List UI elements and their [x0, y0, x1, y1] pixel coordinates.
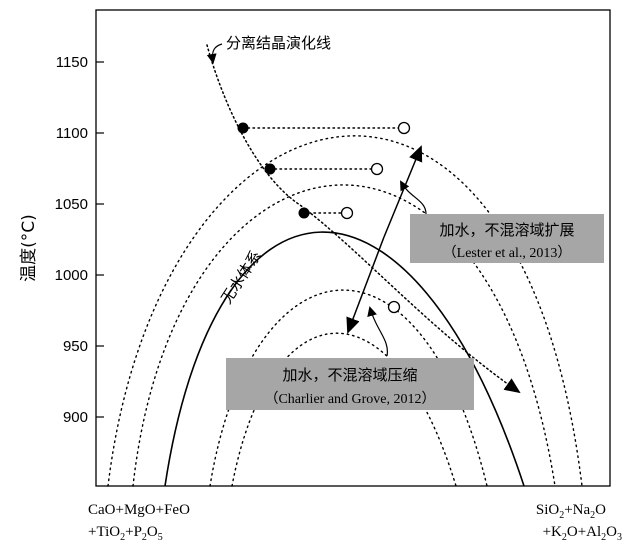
filled-point-3 — [298, 207, 310, 219]
anhydrous-system-label: 无水体系 — [217, 247, 265, 307]
right-endmember-line2: +K2O+Al2O3 — [543, 524, 622, 543]
fractional-crystallization-label: 分离结晶演化线 — [226, 34, 331, 52]
y-tick-label-1150: 1150 — [56, 54, 88, 71]
charlier-annotation-box — [226, 358, 474, 410]
open-point-1 — [397, 121, 411, 135]
y-tick-label-1100: 1100 — [56, 125, 88, 142]
fractional-crystallization-line — [206, 44, 521, 394]
outer-dotted-dome — [107, 135, 583, 487]
y-tick-labels: 1150 1100 1050 1000 950 900 — [55, 54, 88, 426]
open-point-4 — [387, 300, 401, 314]
y-tick-label-900: 900 — [63, 409, 88, 426]
charlier-annotation-line1: 加水，不混溶域压缩 — [282, 366, 417, 384]
lester-pointer — [400, 180, 427, 215]
lester-annotation-line2: （Lester et al., 2013） — [443, 245, 572, 261]
charlier-annotation: 加水，不混溶域压缩 （Charlier and Grove, 2012） — [226, 358, 474, 410]
inner-dotted-dome-2 — [231, 332, 457, 487]
double-arrow-down — [346, 236, 385, 334]
double-arrow-up — [383, 145, 423, 238]
fc-label-pointer — [206, 43, 223, 64]
second-dotted-dome — [132, 184, 556, 487]
filled-point-1 — [237, 122, 249, 134]
left-endmember-line2: +TiO2+P2O5 — [88, 524, 163, 543]
y-tick-label-1000: 1000 — [55, 267, 88, 284]
lester-annotation-box — [410, 214, 604, 263]
charlier-annotation-line2: （Charlier and Grove, 2012） — [264, 391, 435, 407]
y-tick-label-950: 950 — [63, 338, 88, 355]
lester-annotation-line1: 加水，不混溶域扩展 — [439, 221, 574, 239]
filled-point-2 — [264, 163, 276, 175]
open-point-2 — [370, 162, 384, 176]
left-endmember-line1: CaO+MgO+FeO — [88, 502, 190, 518]
right-endmember-line1: SiO2+Na2O — [536, 502, 606, 521]
y-ticks — [96, 61, 104, 418]
y-tick-label-1050: 1050 — [55, 196, 88, 213]
dotted-domes — [107, 135, 583, 487]
lester-annotation: 加水，不混溶域扩展 （Lester et al., 2013） — [410, 214, 604, 263]
y-axis-title: 温度(°C) — [19, 214, 39, 282]
charlier-pointer — [367, 306, 388, 357]
open-point-3 — [340, 206, 354, 220]
plot-frame — [95, 9, 611, 487]
